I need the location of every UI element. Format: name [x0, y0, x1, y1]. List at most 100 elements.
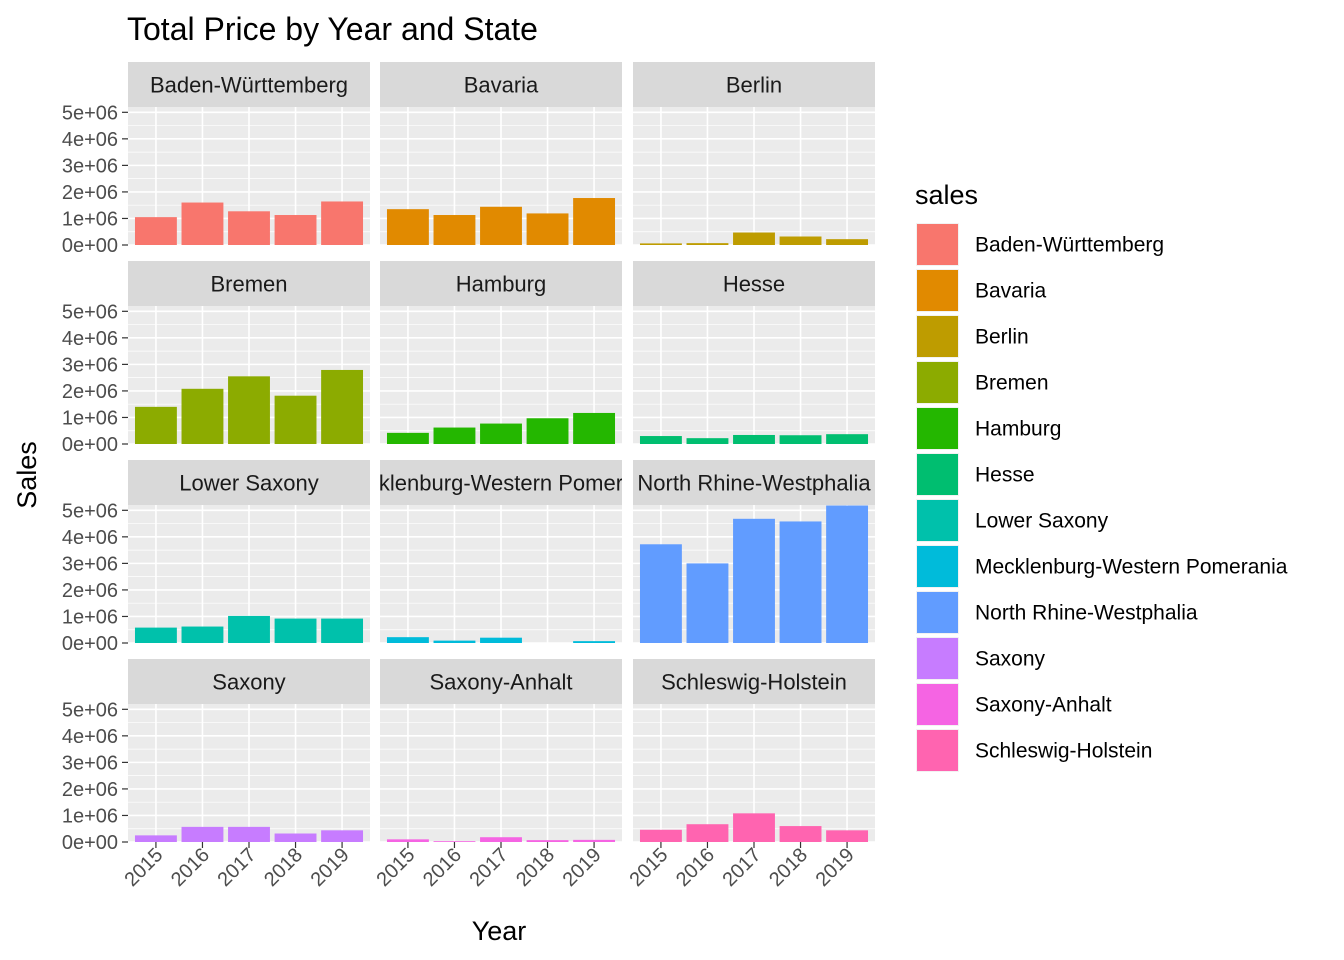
- bar-saxony-anhalt-2017: [480, 837, 522, 842]
- y-tick-label: 1e+06: [62, 606, 118, 628]
- legend-item-bavaria: Bavaria: [916, 269, 1047, 312]
- bar-lower-saxony-2017: [228, 615, 270, 643]
- legend-swatch: [917, 730, 958, 771]
- legend-item-saxony: Saxony: [916, 637, 1046, 680]
- bar-berlin-2016: [686, 243, 729, 245]
- y-tick-label: 1e+06: [62, 805, 118, 827]
- x-tick-label: 2016: [167, 844, 214, 891]
- x-tick-label: 2017: [719, 844, 766, 891]
- y-tick-label: 4e+06: [62, 129, 118, 151]
- y-tick-label: 3e+06: [62, 155, 118, 177]
- x-tick-label: 2017: [466, 844, 513, 891]
- facet-hesse: Hesse: [633, 261, 875, 445]
- facet-bavaria: Bavaria: [380, 62, 622, 246]
- bar-saxony-2017: [228, 826, 270, 842]
- x-tick-label: 2019: [559, 844, 606, 891]
- bar-hamburg-2015: [386, 432, 429, 444]
- y-tick-label: 0e+00: [62, 633, 118, 655]
- facet-strip: [633, 261, 875, 306]
- bar-mecklenburg-western-pomerania-2017: [480, 637, 522, 643]
- bar-bavaria-2019: [573, 198, 616, 245]
- legend-item-baden-wurttemberg: Baden-Württemberg: [916, 223, 1164, 266]
- facet-strip-label: Hesse: [723, 272, 785, 297]
- bar-hesse-2017: [733, 434, 775, 444]
- legend-label: Schleswig-Holstein: [975, 740, 1152, 763]
- legend-label: Saxony-Anhalt: [975, 694, 1112, 717]
- bar-north-rhine-westphalia-2016: [686, 563, 729, 643]
- legend-item-hamburg: Hamburg: [916, 407, 1061, 450]
- facet-saxony-anhalt: Saxony-Anhalt: [380, 659, 622, 843]
- facet-strip: [380, 261, 622, 306]
- legend-label: Hamburg: [975, 418, 1061, 441]
- y-tick-label: 1e+06: [62, 407, 118, 429]
- facet-strip: [128, 261, 370, 306]
- bar-schleswig-holstein-2019: [826, 830, 869, 842]
- bar-berlin-2015: [639, 243, 682, 245]
- bar-hesse-2019: [826, 434, 869, 444]
- bar-saxony-2018: [274, 833, 317, 842]
- bar-lower-saxony-2019: [321, 618, 364, 643]
- bar-saxony-2016: [181, 826, 224, 842]
- bar-bremen-2018: [274, 395, 317, 444]
- facet-strip: [380, 62, 622, 107]
- bar-lower-saxony-2015: [134, 627, 177, 643]
- bar-baden-wurttemberg-2019: [321, 201, 364, 245]
- bar-bremen-2019: [321, 369, 364, 444]
- bar-bremen-2015: [134, 406, 177, 444]
- legend-label: Hesse: [975, 464, 1035, 487]
- bar-baden-wurttemberg-2015: [134, 217, 177, 245]
- bar-lower-saxony-2018: [274, 618, 317, 643]
- legend-item-mecklenburg-western-pomerania: Mecklenburg-Western Pomerania: [916, 545, 1288, 588]
- facet-strip: [380, 659, 622, 704]
- y-tick-label: 4e+06: [62, 328, 118, 350]
- facet-strip: [633, 460, 875, 505]
- legend-item-bremen: Bremen: [916, 361, 1049, 404]
- legend-label: Baden-Württemberg: [975, 234, 1164, 257]
- y-tick-label: 0e+00: [62, 434, 118, 456]
- facet-north-rhine-westphalia: North Rhine-Westphalia: [633, 460, 875, 644]
- x-tick-label: 2018: [765, 844, 812, 891]
- bar-bremen-2017: [228, 376, 270, 444]
- y-axis-title: Sales: [12, 441, 42, 509]
- legend-item-saxony-anhalt: Saxony-Anhalt: [916, 683, 1112, 726]
- legend-item-hesse: Hesse: [916, 453, 1035, 496]
- bar-lower-saxony-2016: [181, 626, 224, 643]
- bar-berlin-2019: [826, 239, 869, 245]
- legend-label: Bremen: [975, 372, 1049, 395]
- bar-north-rhine-westphalia-2015: [639, 544, 682, 643]
- bar-north-rhine-westphalia-2018: [779, 521, 822, 643]
- bar-bavaria-2016: [433, 215, 476, 245]
- legend-label: North Rhine-Westphalia: [975, 602, 1198, 625]
- facet-lower-saxony: Lower Saxony: [128, 460, 370, 644]
- legend-swatch: [917, 362, 958, 403]
- legend-label: Bavaria: [975, 280, 1047, 303]
- facet-strip: [128, 460, 370, 505]
- y-tick-label: 5e+06: [62, 500, 118, 522]
- bar-hamburg-2017: [480, 423, 522, 444]
- legend-label: Berlin: [975, 326, 1029, 349]
- y-tick-label: 2e+06: [62, 381, 118, 403]
- x-tick-label: 2019: [812, 844, 859, 891]
- legend-swatch: [917, 684, 958, 725]
- y-tick-label: 2e+06: [62, 580, 118, 602]
- bar-saxony-anhalt-2019: [573, 839, 616, 842]
- facet-strip: [128, 62, 370, 107]
- bar-saxony-2015: [134, 835, 177, 842]
- bar-bremen-2016: [181, 388, 224, 444]
- bar-hamburg-2018: [526, 418, 569, 444]
- legend-item-schleswig-holstein: Schleswig-Holstein: [916, 729, 1152, 772]
- x-tick-label: 2015: [625, 844, 672, 891]
- legend-label: Lower Saxony: [975, 510, 1109, 533]
- y-tick-label: 3e+06: [62, 553, 118, 575]
- bar-schleswig-holstein-2015: [639, 829, 682, 842]
- facet-strip-label: Berlin: [726, 73, 782, 98]
- y-tick-label: 5e+06: [62, 301, 118, 323]
- legend-swatch: [917, 500, 958, 541]
- x-tick-label: 2015: [120, 844, 167, 891]
- facet-strip-label: Hamburg: [456, 272, 546, 297]
- bar-hesse-2016: [686, 438, 729, 444]
- legend-swatch: [917, 270, 958, 311]
- facet-strip-label: Lower Saxony: [179, 471, 318, 496]
- x-axes: 2015 2016 2017 2018 2019 2015 2016 2017 2018 2019…: [120, 842, 859, 891]
- y-tick-label: 0e+00: [62, 235, 118, 257]
